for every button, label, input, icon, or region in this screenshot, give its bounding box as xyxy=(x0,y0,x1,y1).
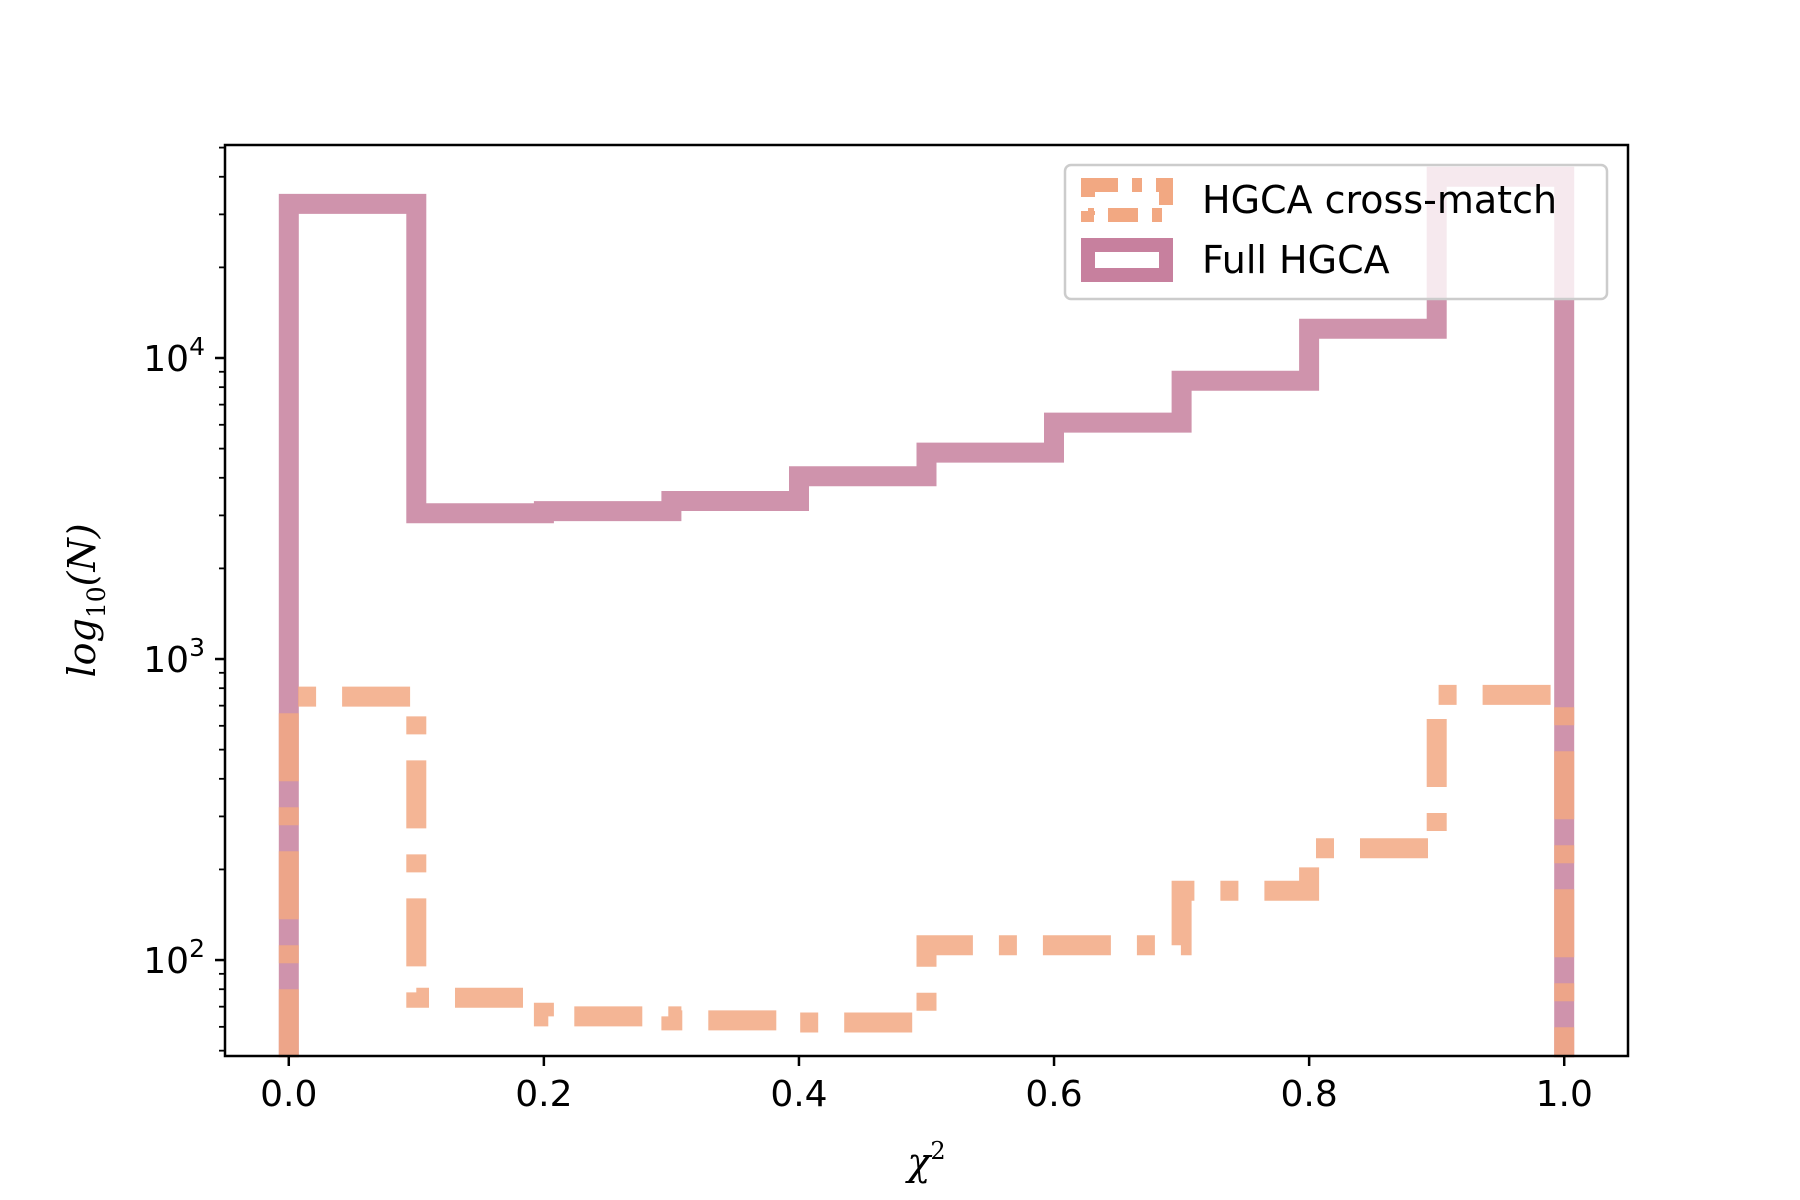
legend-label-full-hgca: Full HGCA xyxy=(1202,238,1390,282)
legend-swatch-full-hgca xyxy=(1081,238,1173,282)
x-tick-label-3: 0.6 xyxy=(1025,1074,1082,1115)
series-full-hgca xyxy=(278,166,1575,1058)
y-tick-label-0: 102 xyxy=(143,934,205,982)
legend: HGCA cross-match Full HGCA xyxy=(1063,163,1609,301)
legend-swatch-hgca-cross-match xyxy=(1081,178,1173,222)
x-tick-label-1: 0.2 xyxy=(515,1074,572,1115)
y-tick-label-2: 104 xyxy=(143,332,205,380)
legend-frame xyxy=(1063,163,1609,301)
series-hgca-cross-match xyxy=(278,684,1575,1058)
y-axis-label: log10(N) xyxy=(60,523,111,677)
x-axis-label: χ2 xyxy=(904,1137,945,1184)
x-tick-label-5: 1.0 xyxy=(1536,1074,1593,1115)
series-layer xyxy=(278,166,1575,1058)
x-tick-label-0: 0.0 xyxy=(260,1074,317,1115)
legend-label-hgca-cross-match: HGCA cross-match xyxy=(1202,178,1557,222)
plot-frame xyxy=(223,143,1630,1058)
labels-layer: 0.0 0.2 0.4 0.6 0.8 1.0 102 103 104 χ2 log10(N) xyxy=(60,332,1593,1184)
y-tick-label-1: 103 xyxy=(143,633,205,681)
ticks-layer xyxy=(215,146,1566,1066)
x-tick-label-2: 0.4 xyxy=(770,1074,827,1115)
x-tick-label-4: 0.8 xyxy=(1281,1074,1338,1115)
